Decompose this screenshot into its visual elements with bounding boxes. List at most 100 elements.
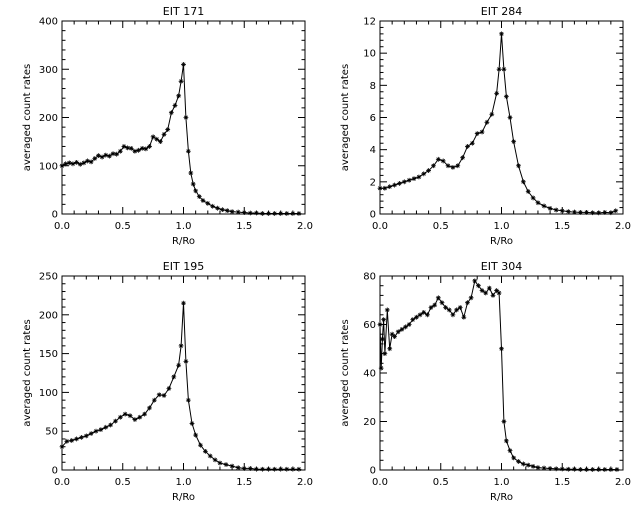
x-tick-label-eit-304: 2.0 (615, 477, 631, 488)
data-point-eit-171 (181, 62, 186, 67)
x-tick-label-eit-195: 1.5 (236, 477, 252, 488)
data-point-eit-284 (496, 66, 502, 72)
data-point-eit-195 (137, 414, 143, 420)
y-tick-label-eit-171: 100 (39, 161, 58, 172)
data-point-eit-171 (296, 211, 302, 216)
data-point-eit-171 (247, 210, 253, 216)
data-point-eit-304 (417, 312, 423, 318)
data-point-eit-195 (103, 424, 109, 430)
data-point-eit-304 (387, 346, 393, 352)
data-point-eit-304 (439, 300, 445, 306)
data-point-eit-304 (476, 283, 481, 289)
data-point-eit-171 (114, 151, 120, 157)
data-point-eit-171 (92, 156, 98, 161)
x-tick-label-eit-195: 0.0 (54, 477, 70, 488)
x-tick-label-eit-195: 2.0 (297, 477, 313, 488)
data-point-eit-171 (110, 151, 116, 157)
data-point-eit-195 (127, 413, 133, 419)
data-point-eit-171 (150, 134, 156, 140)
data-point-eit-171 (266, 211, 271, 216)
data-point-eit-304 (578, 467, 583, 472)
data-point-eit-171 (185, 148, 191, 154)
data-point-eit-304 (454, 307, 459, 313)
x-tick-label-eit-171: 0.0 (54, 221, 70, 232)
x-tick-label-eit-171: 1.0 (176, 221, 192, 232)
data-point-eit-195 (185, 397, 191, 403)
data-point-eit-171 (136, 147, 141, 153)
data-point-eit-195 (217, 460, 223, 466)
y-axis-label-eit-171: averaged count rates (22, 64, 33, 171)
data-point-eit-171 (176, 93, 182, 99)
data-point-eit-171 (103, 152, 109, 158)
data-point-eit-171 (139, 145, 145, 151)
data-point-eit-171 (183, 115, 189, 120)
data-point-eit-171 (229, 209, 235, 214)
data-point-eit-171 (210, 203, 216, 209)
data-point-eit-171 (272, 211, 278, 216)
data-point-eit-195 (212, 457, 218, 463)
data-point-eit-195 (229, 463, 235, 469)
data-point-eit-284 (450, 164, 456, 170)
data-point-eit-195 (171, 374, 177, 380)
data-point-eit-171 (99, 154, 105, 160)
data-point-eit-171 (117, 148, 123, 154)
data-point-eit-304 (468, 295, 474, 301)
data-point-eit-304 (389, 331, 395, 337)
data-point-eit-195 (98, 427, 104, 433)
data-point-eit-195 (181, 300, 186, 306)
chart-title-eit-171: EIT 171 (163, 5, 204, 18)
data-point-eit-304 (424, 312, 430, 318)
data-point-eit-195 (247, 466, 253, 471)
data-point-eit-304 (486, 285, 492, 291)
y-tick-label-eit-304: 60 (363, 320, 376, 331)
data-point-eit-171 (235, 209, 241, 215)
data-point-eit-304 (483, 290, 489, 296)
y-tick-label-eit-304: 80 (363, 272, 376, 283)
data-point-eit-171 (190, 181, 196, 187)
data-point-eit-284 (520, 179, 526, 185)
data-point-eit-304 (559, 466, 565, 472)
data-point-eit-304 (584, 467, 589, 472)
data-point-eit-195 (241, 466, 247, 471)
data-point-eit-284 (584, 209, 589, 215)
data-point-eit-171 (63, 161, 69, 167)
y-tick-label-eit-195: 200 (39, 310, 58, 321)
data-point-eit-171 (81, 160, 87, 166)
data-point-eit-171 (143, 146, 149, 152)
data-point-eit-171 (66, 160, 72, 166)
data-point-eit-195 (189, 421, 195, 426)
data-point-eit-195 (223, 462, 229, 467)
x-tick-label-eit-171: 2.0 (297, 221, 313, 232)
data-point-eit-171 (106, 153, 112, 159)
data-point-eit-284 (547, 205, 553, 211)
data-point-eit-304 (499, 346, 504, 352)
data-point-eit-304 (392, 334, 397, 340)
data-point-eit-304 (608, 467, 614, 472)
data-point-eit-171 (193, 188, 199, 194)
data-point-eit-304 (590, 467, 596, 472)
data-point-eit-304 (410, 317, 416, 323)
data-point-eit-171 (161, 131, 167, 137)
data-point-eit-284 (511, 139, 517, 145)
x-tick-label-eit-284: 0.0 (372, 221, 388, 232)
data-point-eit-171 (215, 205, 220, 211)
data-point-eit-304 (541, 465, 547, 471)
data-point-eit-304 (406, 322, 412, 327)
y-tick-label-eit-284: 0 (370, 210, 376, 221)
data-point-eit-195 (59, 444, 65, 450)
y-tick-label-eit-284: 6 (370, 113, 376, 124)
data-point-eit-304 (516, 459, 521, 464)
data-point-eit-195 (69, 438, 75, 443)
data-point-eit-284 (530, 195, 536, 201)
data-point-eit-195 (79, 435, 84, 440)
data-point-eit-304 (432, 302, 438, 308)
data-point-eit-284 (503, 94, 509, 99)
data-point-eit-171 (188, 170, 194, 176)
data-point-eit-171 (168, 110, 174, 116)
x-tick-label-eit-284: 2.0 (615, 221, 631, 232)
data-point-eit-284 (474, 131, 480, 136)
data-point-eit-304 (472, 278, 478, 284)
data-point-eit-304 (520, 461, 526, 467)
data-point-eit-284 (535, 200, 541, 206)
data-point-eit-171 (165, 127, 171, 132)
